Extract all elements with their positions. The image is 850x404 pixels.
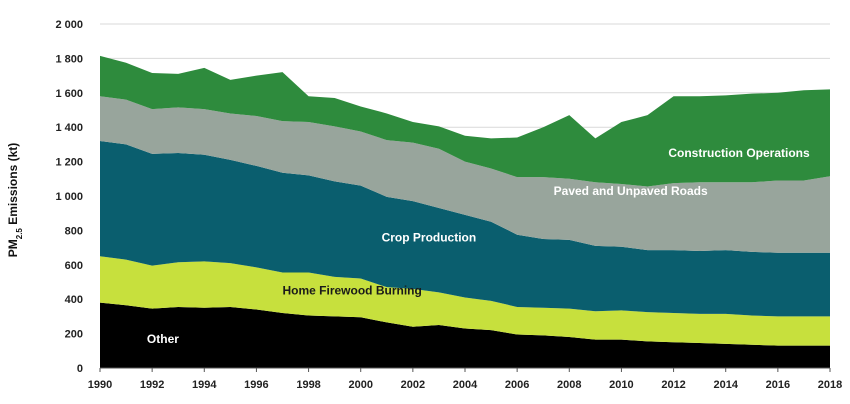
x-axis-ticks: 1990 1992 1994 1996 1998 2000 2002 2004 2006 2008… — [88, 368, 842, 391]
area-label-crop-production: Crop Production — [382, 230, 477, 244]
y-tick-label: 1 200 — [55, 157, 83, 169]
x-tick-label: 2002 — [401, 379, 425, 391]
y-axis-title-subscript: 2.5 — [15, 228, 24, 240]
x-tick-label: 2000 — [348, 379, 372, 391]
y-tick-label: 1 600 — [55, 88, 83, 100]
area-other — [100, 302, 830, 368]
x-tick-label: 1992 — [140, 379, 164, 391]
x-tick-label: 2006 — [505, 379, 529, 391]
y-axis-title: PM2.5 Emissions (kt) — [6, 143, 24, 257]
y-tick-label: 1 000 — [55, 191, 83, 203]
x-tick-label: 2004 — [453, 379, 478, 391]
x-tick-label: 2010 — [609, 379, 633, 391]
x-tick-label: 1996 — [244, 379, 268, 391]
y-tick-label: 0 — [77, 363, 83, 375]
x-tick-label: 2014 — [713, 379, 738, 391]
y-tick-label: 1 400 — [55, 122, 83, 134]
area-paved-and-unpaved-roads — [100, 96, 830, 253]
x-tick-label: 1998 — [296, 379, 320, 391]
x-tick-label: 2012 — [661, 379, 685, 391]
area-label-home-firewood-burning: Home Firewood Burning — [283, 284, 422, 298]
y-tick-label: 800 — [65, 225, 83, 237]
area-label-paved-and-unpaved-roads: Paved and Unpaved Roads — [554, 184, 708, 198]
x-tick-label: 2016 — [766, 379, 790, 391]
area-home-firewood-burning — [100, 256, 830, 346]
y-tick-label: 1 800 — [55, 53, 83, 65]
x-tick-label: 1990 — [88, 379, 112, 391]
y-tick-label: 2 000 — [55, 19, 83, 31]
x-tick-label: 1994 — [192, 379, 217, 391]
stacked-areas — [100, 55, 830, 368]
y-axis-ticks: 0 200 400 600 800 1 000 1 200 1 400 1 600 1 800 2 … — [55, 19, 83, 375]
area-label-construction-operations: Construction Operations — [668, 146, 810, 160]
y-axis-title-main: PM — [6, 239, 20, 257]
y-axis-title-rest: Emissions (kt) — [6, 143, 20, 228]
y-tick-label: 600 — [65, 260, 83, 272]
y-tick-label: 400 — [65, 294, 83, 306]
area-labels: Other Home Firewood Burning Crop Productio… — [147, 146, 810, 346]
area-construction-operations — [100, 55, 830, 187]
x-tick-label: 2008 — [557, 379, 581, 391]
y-tick-label: 200 — [65, 329, 83, 341]
area-crop-production — [100, 140, 830, 317]
area-label-other: Other — [147, 332, 179, 346]
x-tick-label: 2018 — [818, 379, 842, 391]
